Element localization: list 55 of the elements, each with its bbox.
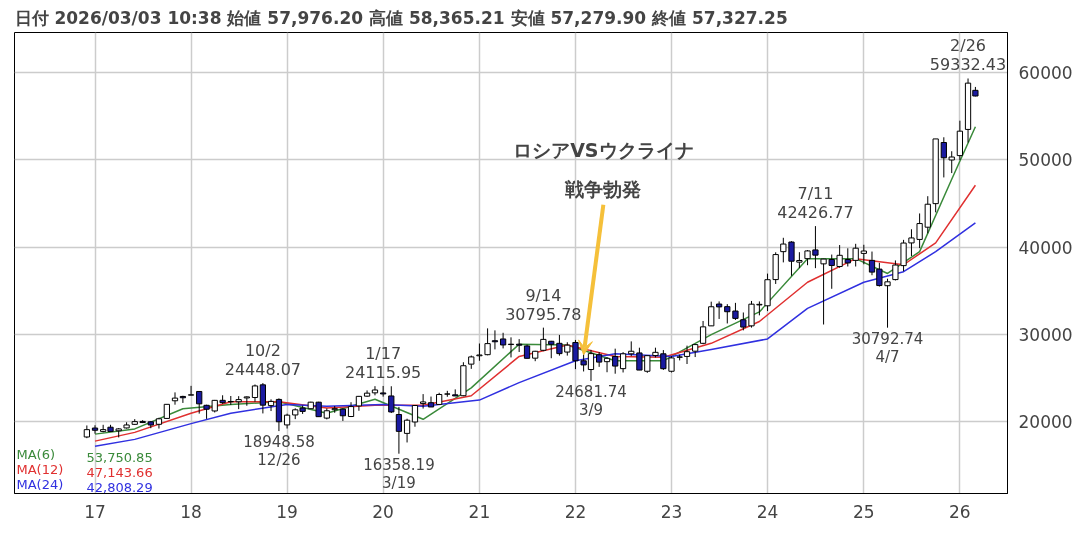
annotation: 47,143.66 <box>86 464 153 480</box>
text: MA(12) <box>16 461 64 477</box>
candlestick <box>395 406 403 455</box>
y-tick-label: 40000 <box>1018 237 1073 258</box>
x-tick-label: 23 <box>660 501 683 522</box>
annotation: ロシアVSウクライナ <box>513 139 694 162</box>
candlestick <box>196 390 203 415</box>
line-series <box>94 126 977 435</box>
candlestick <box>187 385 195 396</box>
x-tick-label: 22 <box>564 501 587 522</box>
y-tick-label: 50000 <box>1018 150 1073 171</box>
candlestick <box>403 418 411 443</box>
y-tick-label: 30000 <box>1018 325 1073 346</box>
x-tick-label: 25 <box>853 501 875 522</box>
candlestick <box>484 327 491 356</box>
chart-title: 日付 2026/03/03 10:38 始値 57,976.20 高値 58,365.21 安値 57,279.90 終値 57,327.25 <box>14 7 788 28</box>
annotation: 16358.19 3/19 <box>363 455 435 492</box>
candlestick <box>603 356 611 373</box>
candlestick <box>860 244 867 265</box>
line-series <box>94 222 977 448</box>
candlestick <box>388 385 395 414</box>
candlestick <box>619 351 627 373</box>
candlestick <box>491 329 499 350</box>
annotation: 30792.74 4/7 <box>851 329 924 366</box>
y-tick-label: 20000 <box>1018 412 1073 433</box>
candlestick <box>267 398 275 412</box>
x-tick-label: 18 <box>180 501 202 522</box>
candlestick <box>427 396 435 408</box>
candlestick <box>411 404 419 428</box>
candlestick <box>419 393 427 410</box>
annotation: 9/14 30795.78 <box>505 285 582 324</box>
x-tick-label: 26 <box>949 501 971 522</box>
x-tick-label: 20 <box>372 501 394 522</box>
candlestick <box>379 385 387 398</box>
annotation: 24681.74 3/9 <box>555 383 627 420</box>
annotation: 42,808.29 <box>86 479 153 495</box>
x-tick-label: 21 <box>468 501 491 522</box>
annotation: 53,750.85 <box>86 449 153 465</box>
text: MA(6) <box>16 446 56 462</box>
candlestick <box>259 382 267 414</box>
annotation: 10/2 24448.07 <box>224 341 302 380</box>
annotation: 1/17 24115.95 <box>344 343 422 382</box>
x-tick-label: 17 <box>84 501 106 522</box>
x-tick-label: 19 <box>276 501 298 522</box>
candlestick <box>612 348 619 375</box>
candlestick <box>91 424 99 435</box>
annotation: 7/11 42426.77 <box>777 184 854 223</box>
annotation: 戦争勃発 <box>564 178 642 201</box>
annotation: 2/26 59332.43 <box>929 36 1007 75</box>
candlestick <box>275 397 283 432</box>
y-tick-label: 60000 <box>1018 63 1073 84</box>
candlestick <box>171 391 179 406</box>
annotation: 18948.58 12/26 <box>243 433 315 470</box>
x-tick-label: 24 <box>756 501 779 522</box>
text: MA(24) <box>16 476 64 492</box>
